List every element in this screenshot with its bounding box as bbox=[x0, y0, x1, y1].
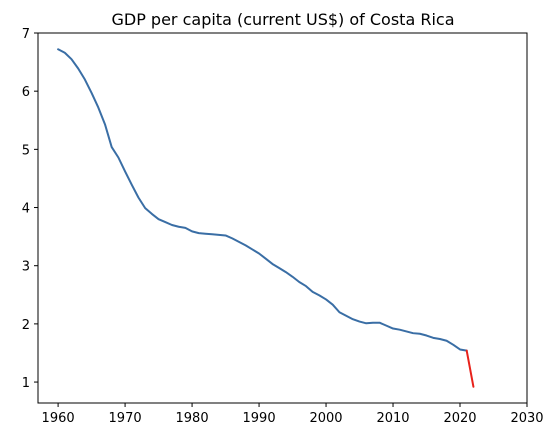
plot-frame bbox=[37, 32, 528, 404]
series-layer bbox=[57, 48, 475, 388]
x-tick-label: 2010 bbox=[376, 411, 409, 426]
y-tick-label: 2 bbox=[22, 318, 30, 333]
x-tick-label: 1970 bbox=[109, 411, 142, 426]
chart-title: GDP per capita (current US$) of Costa Ri… bbox=[111, 10, 454, 29]
y-tick-label: 7 bbox=[22, 27, 30, 42]
y-tick-label: 3 bbox=[22, 260, 30, 275]
x-tick-label: 1990 bbox=[243, 411, 276, 426]
x-tick-label: 1980 bbox=[176, 411, 209, 426]
y-tick-label: 1 bbox=[22, 376, 30, 391]
x-tick-label: 2030 bbox=[510, 411, 543, 426]
x-tick-label: 1960 bbox=[42, 411, 75, 426]
y-axis: 1 2 3 4 5 6 7 bbox=[22, 27, 38, 391]
x-axis: 1960 1970 1980 1990 2000 2010 2020 2030 bbox=[42, 403, 544, 426]
series-line-2 bbox=[465, 349, 475, 388]
y-tick-label: 4 bbox=[22, 202, 30, 217]
x-tick-label: 2020 bbox=[443, 411, 476, 426]
y-tick-label: 5 bbox=[22, 143, 30, 158]
series-line-1 bbox=[57, 48, 468, 352]
x-tick-label: 2000 bbox=[309, 411, 342, 426]
y-tick-label: 6 bbox=[22, 85, 30, 100]
